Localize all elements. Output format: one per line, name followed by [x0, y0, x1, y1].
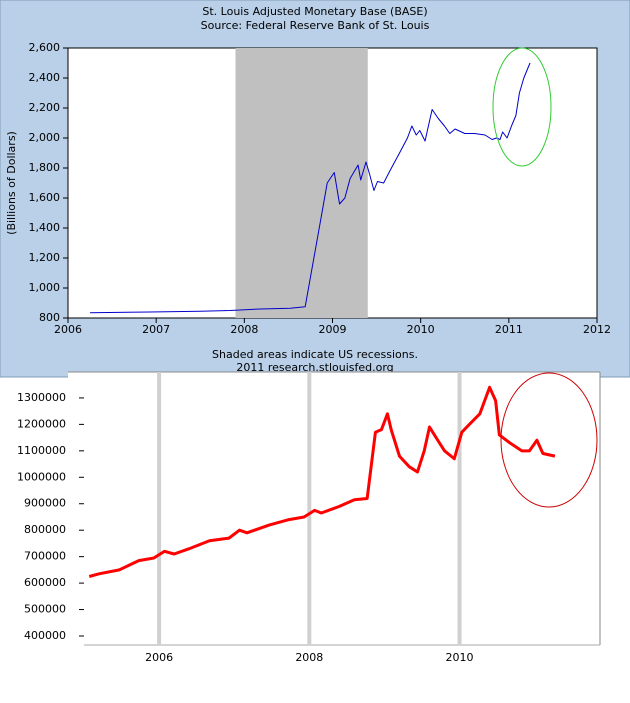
x-tick-label: 2006 — [145, 651, 173, 664]
chart-subtitle: Source: Federal Reserve Bank of St. Loui… — [201, 19, 430, 32]
x-tick-label: 2006 — [54, 323, 82, 336]
footer-source: 2011 research.stlouisfed.org — [236, 361, 393, 374]
highlight-ellipse — [492, 47, 552, 167]
y-tick-label: 700000 — [24, 550, 66, 563]
x-tick-label: 2008 — [295, 651, 323, 664]
back-layer — [157, 48, 462, 645]
y-tick-label: 600000 — [24, 576, 66, 589]
y-tick-label: 2,000 — [29, 131, 61, 144]
y-tick-label: 500000 — [24, 603, 66, 616]
front-layer: 800 1,000 1,200 1,400 1,600 1,800 2,000 2,200 2,… — [17, 41, 611, 664]
highlight-ellipse — [500, 372, 598, 508]
data-line — [88, 385, 556, 578]
y-tick-label: 400000 — [24, 629, 66, 642]
y-tick-label: 800 — [39, 311, 60, 324]
x-tick-label: 2009 — [319, 323, 347, 336]
y-tick-label: 1100000 — [17, 444, 66, 457]
chart-title: St. Louis Adjusted Monetary Base (BASE) — [202, 5, 427, 18]
y-tick-label: 800000 — [24, 523, 66, 536]
y-tick-label: 2,200 — [29, 101, 61, 114]
y-tick-label: 1,000 — [29, 281, 61, 294]
x-tick-label: 2010 — [446, 651, 474, 664]
y-tick-label: 2,600 — [29, 41, 61, 54]
x-tick-label: 2007 — [142, 323, 170, 336]
y-tick-label: 1,400 — [29, 221, 61, 234]
x-tick-label: 2010 — [407, 323, 435, 336]
y-tick-label: 1200000 — [17, 417, 66, 430]
y-tick-label: 1300000 — [17, 391, 66, 404]
y-tick-label: 1,800 — [29, 161, 61, 174]
x-tick-label: 2012 — [583, 323, 611, 336]
y-axis-label: (Billions of Dollars) — [5, 131, 18, 235]
x-tick-label: 2011 — [495, 323, 523, 336]
y-tick-label: 900000 — [24, 497, 66, 510]
footer-note: Shaded areas indicate US recessions. — [212, 348, 418, 361]
x-tick-label: 2008 — [230, 323, 258, 336]
y-tick-label: 2,400 — [29, 71, 61, 84]
y-tick-label: 1,600 — [29, 191, 61, 204]
recession-band — [235, 48, 368, 318]
y-tick-label: 1000000 — [17, 470, 66, 483]
y-tick-label: 1,200 — [29, 251, 61, 264]
data-line — [90, 62, 531, 314]
